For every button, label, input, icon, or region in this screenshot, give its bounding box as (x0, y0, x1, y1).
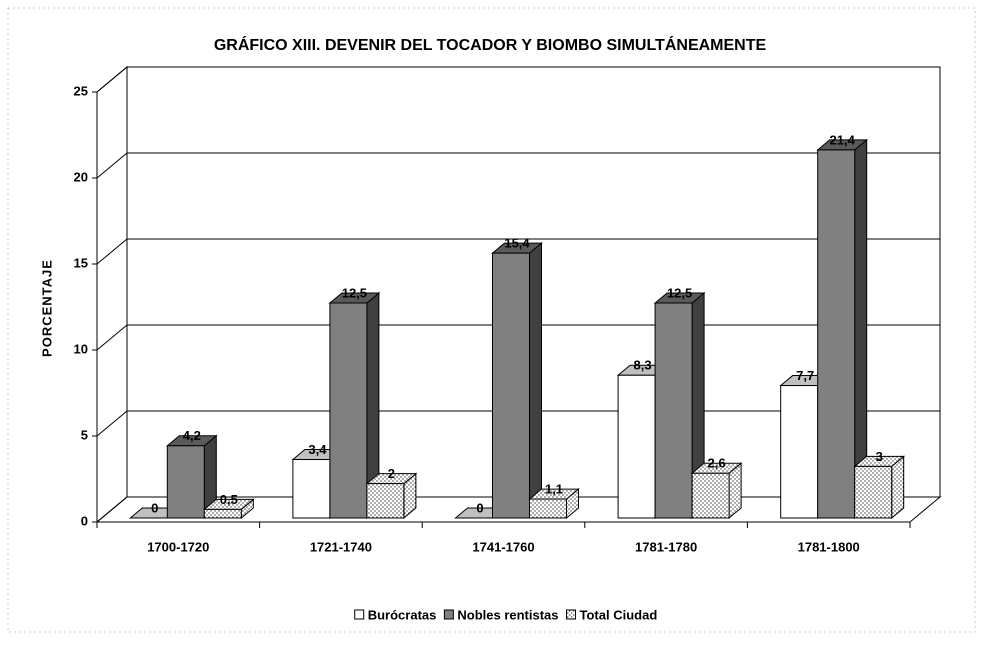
value-label: 15,4 (504, 236, 530, 251)
y-tick-label: 10 (74, 341, 88, 356)
bar (328, 291, 381, 520)
x-tick-label: 1700-1720 (147, 539, 209, 554)
value-label: 2 (388, 466, 395, 481)
side-wall (96, 65, 128, 524)
legend-swatch (354, 609, 365, 620)
side-grid-line (96, 324, 128, 351)
value-label: 7,7 (796, 368, 814, 383)
side-grid-line (96, 238, 128, 265)
value-label: 21,4 (830, 132, 856, 147)
legend-label: Burócratas (368, 607, 437, 622)
x-tick-label: 1781-1800 (798, 539, 860, 554)
bar (816, 138, 869, 520)
value-label: 3,4 (308, 442, 327, 457)
value-label: 0 (151, 500, 158, 515)
bar-front (617, 374, 656, 519)
value-label: 0,5 (220, 492, 238, 507)
y-tick-label: 5 (81, 427, 88, 442)
side-grid-line (96, 66, 128, 93)
chart-title: GRÁFICO XIII. DEVENIR DEL TOCADOR Y BIOM… (214, 35, 767, 54)
value-label: 3 (876, 449, 883, 464)
bar-front (492, 252, 530, 519)
side-grid-line (96, 496, 128, 523)
value-label: 1,1 (545, 482, 563, 497)
y-tick-label: 0 (81, 513, 88, 528)
bar (365, 472, 418, 520)
y-tick-label: 15 (74, 255, 88, 270)
x-tick-label: 1781-1780 (635, 539, 697, 554)
bar (165, 434, 218, 520)
bar (202, 498, 255, 520)
legend-label: Nobles rentistas (457, 607, 558, 622)
value-label: 8,3 (634, 358, 652, 373)
bar-side (529, 242, 542, 520)
legend-swatch (443, 609, 454, 620)
bar-front (203, 508, 242, 519)
y-tick-label: 20 (74, 169, 88, 184)
bar (690, 462, 743, 520)
x-tick-label: 1741-1760 (472, 539, 534, 554)
value-label: 12,5 (667, 285, 692, 300)
side-grid-line (96, 410, 128, 437)
chart-frame (7, 7, 976, 633)
value-label: 12,5 (342, 285, 367, 300)
bar (653, 291, 706, 520)
bar-front (366, 483, 405, 519)
bar-front (292, 459, 331, 519)
bar (528, 488, 580, 520)
bar (853, 455, 906, 520)
bar-front (854, 465, 893, 519)
legend-swatch (566, 609, 577, 620)
legend-label: Total Ciudad (580, 607, 658, 622)
x-tick-label: 1721-1740 (310, 539, 372, 554)
y-tick-label: 25 (74, 83, 88, 98)
bar-front (817, 149, 856, 519)
bar-front (329, 302, 368, 519)
bar-front (654, 302, 693, 519)
bar (491, 242, 543, 520)
bar-front (529, 498, 567, 519)
bar-front (780, 385, 819, 519)
bar-front (166, 445, 205, 519)
bar-front (691, 472, 730, 519)
value-label: 2,6 (708, 456, 726, 471)
y-axis-label: PORCENTAJE (39, 259, 54, 357)
bar-side (891, 455, 905, 520)
value-label: 4,2 (183, 428, 201, 443)
side-grid-line (96, 152, 128, 179)
legend: Burócratas Nobles rentistas Total Ciudad (354, 607, 658, 622)
value-label: 0 (476, 500, 483, 515)
